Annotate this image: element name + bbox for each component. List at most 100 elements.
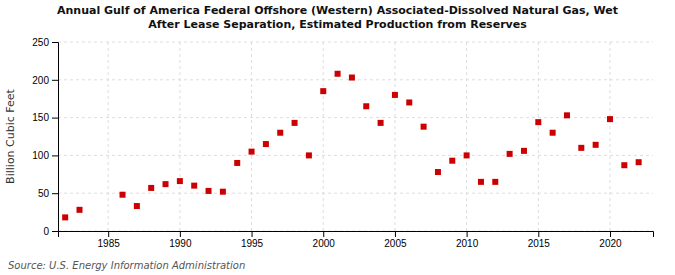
tick-label: 2010 (456, 238, 479, 249)
point (607, 116, 613, 122)
tick: 2010 (456, 231, 479, 249)
tick-mark (108, 231, 109, 237)
point (349, 75, 355, 81)
point (62, 214, 68, 220)
grid (58, 42, 653, 231)
point (478, 179, 484, 185)
y-axis-label: Billion Cubic Feet (4, 88, 17, 183)
point (263, 141, 269, 147)
grid-line (58, 193, 653, 194)
point (234, 160, 240, 166)
grid-line (58, 117, 653, 118)
x-axis: 1985 1990 1995 2000 2005 2010 2015 2020 (59, 231, 654, 249)
grid-line (323, 42, 324, 231)
tick-mark (467, 231, 468, 237)
point (449, 158, 455, 164)
point (636, 159, 642, 165)
tick-mark (52, 42, 58, 43)
point (521, 148, 527, 154)
tick-label: 250 (32, 37, 49, 48)
grid-line (251, 42, 252, 231)
point (363, 103, 369, 109)
point (292, 120, 298, 126)
tick-label: 2020 (599, 238, 622, 249)
annotation: Source: U.S. Energy Information Administ… (8, 260, 245, 271)
chart: 1985 1990 1995 2000 2005 2010 2015 2020 0 50 100 15… (0, 0, 675, 275)
tick: 1995 (241, 231, 264, 249)
point (277, 130, 283, 136)
points (62, 71, 641, 221)
tick-label: 2015 (528, 238, 551, 249)
plot-area: 1985 1990 1995 2000 2005 2010 2015 2020 0 50 100 15… (32, 37, 653, 249)
tick-mark (52, 193, 58, 194)
grid-line (58, 79, 653, 80)
tick: 1985 (98, 231, 121, 249)
tick-mark (52, 118, 58, 119)
tick: 2000 (313, 231, 336, 249)
tick-label: 100 (32, 150, 49, 161)
grid-line (609, 42, 610, 231)
title: Annual Gulf of America Federal Offshore … (57, 4, 618, 31)
title-line: After Lease Separation, Estimated Produc… (148, 18, 527, 31)
tick-mark (323, 231, 324, 237)
point (148, 185, 154, 191)
point (177, 178, 183, 184)
point (464, 152, 470, 158)
tick-mark (180, 231, 181, 237)
tick: 0 (43, 226, 58, 237)
tick-mark (52, 80, 58, 81)
point (421, 124, 427, 130)
grid-line (466, 42, 467, 231)
point (306, 152, 312, 158)
point (134, 203, 140, 209)
y-axis: 050100150200250 (32, 37, 58, 237)
point (492, 179, 498, 185)
grid-line (58, 42, 653, 43)
tick-mark (395, 231, 396, 237)
tick-label: 1995 (241, 238, 264, 249)
axis-line (59, 232, 654, 238)
title-line: Annual Gulf of America Federal Offshore … (57, 4, 618, 17)
point (435, 169, 441, 175)
tick: 100 (32, 150, 58, 161)
tick: 1990 (169, 231, 192, 249)
tick-label: 150 (32, 112, 49, 123)
point (550, 130, 556, 136)
tick-label: 1985 (98, 238, 121, 249)
tick-mark (538, 231, 539, 237)
point (206, 188, 212, 194)
tick-mark (52, 231, 58, 232)
grid-line (58, 155, 653, 156)
point (77, 207, 83, 213)
point (220, 189, 226, 195)
tick: 50 (38, 188, 58, 199)
point (564, 112, 570, 118)
grid-line (394, 42, 395, 231)
tick-label: 0 (43, 226, 49, 237)
tick-label: 2000 (313, 238, 336, 249)
point (191, 183, 197, 189)
tick-mark (52, 155, 58, 156)
grid-line (108, 42, 109, 231)
tick-label: 50 (38, 188, 50, 199)
tick: 250 (32, 37, 58, 48)
tick: 2005 (384, 231, 407, 249)
point (335, 71, 341, 77)
tick-mark (252, 231, 253, 237)
point (120, 192, 126, 198)
point (163, 181, 169, 187)
axis-line (52, 43, 59, 232)
tick: 150 (32, 112, 58, 123)
tick-label: 1990 (169, 238, 192, 249)
tick-label: 2005 (384, 238, 407, 249)
tick-mark (610, 231, 611, 237)
point (621, 162, 627, 168)
point (593, 142, 599, 148)
tick: 2020 (599, 231, 622, 249)
point (249, 149, 255, 155)
point (507, 151, 513, 157)
point (535, 119, 541, 125)
grid-line (179, 42, 180, 231)
point (378, 120, 384, 126)
grid-line (538, 42, 539, 231)
